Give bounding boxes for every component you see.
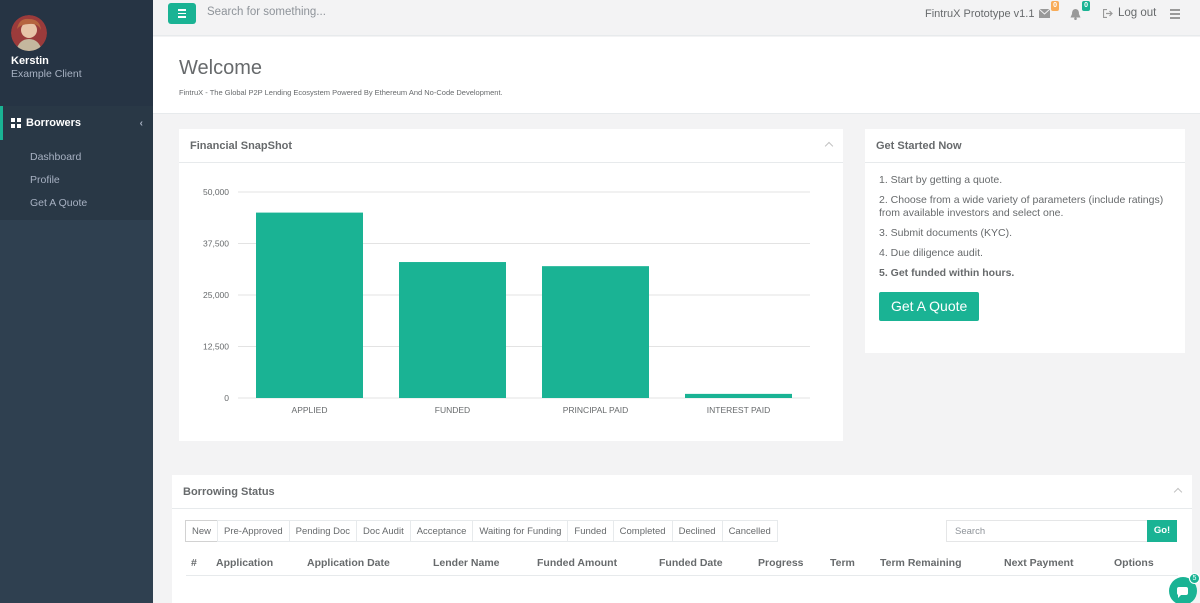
tab-declined[interactable]: Declined <box>671 520 723 542</box>
column-header[interactable]: Application <box>216 557 274 569</box>
column-header[interactable]: Funded Amount <box>537 557 618 569</box>
x-tick-label: PRINCIPAL PAID <box>563 405 629 415</box>
tab-doc-audit[interactable]: Doc Audit <box>356 520 411 542</box>
profile-block: Kerstin Example Client <box>0 0 153 106</box>
step-item: 2. Choose from a wide variety of paramet… <box>879 194 1164 219</box>
tab-completed[interactable]: Completed <box>612 520 673 542</box>
chat-button[interactable]: 5 <box>1169 573 1200 603</box>
financial-snapshot-panel: Financial SnapShot 50,000 37,500 25,000 12,… <box>179 129 843 441</box>
financial-snapshot-title: Financial SnapShot <box>190 139 293 152</box>
sign-out-icon <box>1103 8 1113 18</box>
right-sidebar-toggle-icon[interactable] <box>1170 9 1180 19</box>
tab-acceptance[interactable]: Acceptance <box>409 520 474 542</box>
messages-button[interactable]: 0 <box>1038 1 1059 21</box>
tab-funded[interactable]: Funded <box>567 520 614 542</box>
step-item: 1. Start by getting a quote. <box>879 174 1003 186</box>
column-header[interactable]: Funded Date <box>659 557 723 569</box>
tab-pending-doc[interactable]: Pending Doc <box>288 520 358 542</box>
get-started-title: Get Started Now <box>876 139 962 152</box>
y-tick-label: 50,000 <box>203 187 229 197</box>
sidebar-item-dashboard[interactable]: Dashboard <box>30 151 82 163</box>
column-header[interactable]: Term Remaining <box>880 557 962 569</box>
top-navbar: Search for something... FintruX Prototyp… <box>153 0 1200 36</box>
borrowers-subnav: Dashboard Profile Get A Quote <box>0 140 153 220</box>
chat-count-badge: 5 <box>1189 573 1200 584</box>
nav-section-borrowers[interactable]: Borrowers ‹ <box>0 106 153 140</box>
get-a-quote-button[interactable]: Get A Quote <box>879 292 980 321</box>
x-tick-label: APPLIED <box>292 405 328 415</box>
get-started-panel: Get Started Now 1. Start by getting a qu… <box>865 129 1185 353</box>
step-item: 3. Submit documents (KYC). <box>879 227 1013 239</box>
top-search-input[interactable]: Search for something... <box>207 6 326 18</box>
financial-snapshot-header: Financial SnapShot <box>179 129 843 163</box>
page-heading: Welcome FintruX - The Global P2P Lending… <box>153 37 1200 114</box>
chevron-left-icon: ‹ <box>139 117 143 129</box>
bar-principal-paid[interactable] <box>542 266 649 398</box>
step-item: 5. Get funded within hours. <box>879 267 1015 279</box>
y-tick-label: 12,500 <box>203 342 229 352</box>
tab-new[interactable]: New <box>185 520 219 542</box>
tab-pre-approved[interactable]: Pre-Approved <box>217 520 290 542</box>
nav-section-label: Borrowers <box>26 117 82 129</box>
alerts-button[interactable]: 0 <box>1070 1 1090 21</box>
bell-icon <box>1070 9 1081 20</box>
logout-label: Log out <box>1118 7 1157 19</box>
version-label: FintruX Prototype v1.1 <box>925 8 1035 20</box>
column-header[interactable]: # <box>191 557 197 569</box>
bar-funded[interactable] <box>399 262 506 398</box>
column-header[interactable]: Term <box>830 557 855 569</box>
x-tick-label: FUNDED <box>435 405 470 415</box>
get-started-steps: 1. Start by getting a quote. 2. Choose f… <box>865 163 1185 332</box>
sidebar: Kerstin Example Client Borrowers ‹ Dashb… <box>0 0 153 603</box>
envelope-icon <box>1038 8 1051 18</box>
search-go-button[interactable]: Go! <box>1147 520 1177 542</box>
sidebar-item-get-a-quote[interactable]: Get A Quote <box>30 197 88 209</box>
get-started-header: Get Started Now <box>865 129 1185 163</box>
bar-interest-paid[interactable] <box>685 393 792 398</box>
chevron-up-icon[interactable] <box>824 139 834 152</box>
bars-icon <box>178 9 186 11</box>
financial-snapshot-chart: 50,000 37,500 25,000 12,500 0 APPLIED FUNDED PR… <box>203 187 810 415</box>
step-item: 4. Due diligence audit. <box>879 247 983 259</box>
sidebar-item-profile[interactable]: Profile <box>30 174 60 186</box>
column-header[interactable]: Application Date <box>307 557 390 569</box>
y-tick-label: 25,000 <box>203 290 229 300</box>
column-header[interactable]: Progress <box>758 557 804 569</box>
page-subtitle: FintruX - The Global P2P Lending Ecosyst… <box>179 88 503 97</box>
user-role: Example Client <box>11 68 82 80</box>
table-header-row: # Application Application Date Lender Na… <box>186 549 1178 576</box>
avatar[interactable] <box>11 15 47 51</box>
x-tick-label: INTEREST PAID <box>707 405 770 415</box>
menu-toggle-button[interactable] <box>168 3 196 24</box>
column-header[interactable]: Options <box>1114 557 1154 569</box>
th-large-icon <box>11 118 21 128</box>
y-tick-label: 37,500 <box>203 239 229 249</box>
alerts-count-badge: 0 <box>1082 1 1090 11</box>
chevron-up-icon[interactable] <box>1173 485 1183 498</box>
borrowing-status-title: Borrowing Status <box>183 485 275 498</box>
messages-count-badge: 0 <box>1051 1 1059 11</box>
borrowing-status-panel: Borrowing Status New Pre-Approved Pendin… <box>172 475 1192 603</box>
y-tick-label: 0 <box>224 393 229 403</box>
borrowing-status-header: Borrowing Status <box>172 475 1192 509</box>
status-tabs: New Pre-Approved Pending Doc Doc Audit A… <box>185 520 778 542</box>
column-header[interactable]: Lender Name <box>433 557 500 569</box>
tab-cancelled[interactable]: Cancelled <box>721 520 778 542</box>
column-header[interactable]: Next Payment <box>1004 557 1074 569</box>
user-name: Kerstin <box>11 55 49 67</box>
comments-icon <box>1176 587 1188 598</box>
logout-link[interactable]: Log out <box>1103 7 1156 19</box>
table-search-input[interactable]: Search <box>946 520 1148 542</box>
bar-applied[interactable] <box>256 212 363 398</box>
page-title: Welcome <box>179 57 262 79</box>
tab-waiting-for-funding[interactable]: Waiting for Funding <box>472 520 569 542</box>
